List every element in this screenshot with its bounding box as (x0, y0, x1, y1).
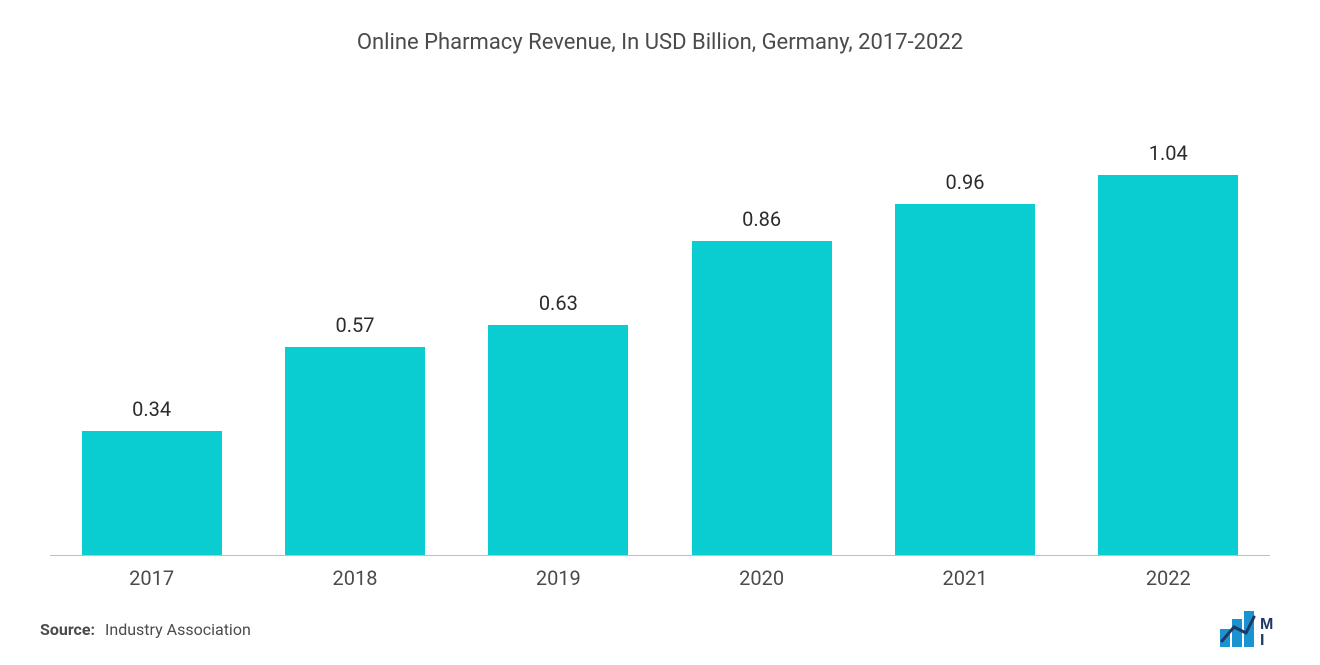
x-axis-label: 2019 (457, 566, 660, 590)
source-text: Industry Association (105, 620, 251, 639)
bar (285, 347, 425, 555)
x-axis-label: 2020 (660, 566, 863, 590)
bar-value-label: 1.04 (1149, 141, 1188, 165)
bar-group: 1.04 (1067, 95, 1270, 555)
source-attribution: Source: Industry Association (40, 620, 251, 639)
bar-group: 0.96 (863, 95, 1066, 555)
x-axis-label: 2018 (253, 566, 456, 590)
svg-text:M: M (1260, 616, 1273, 633)
plot-area: 0.34 0.57 0.63 0.86 0.96 1.04 (40, 95, 1280, 555)
mordor-logo-icon: M I (1220, 611, 1280, 647)
bar (895, 204, 1035, 555)
chart-title: Online Pharmacy Revenue, In USD Billion,… (40, 30, 1280, 55)
chart-container: Online Pharmacy Revenue, In USD Billion,… (0, 0, 1320, 665)
x-axis-label: 2022 (1067, 566, 1270, 590)
bar-group: 0.86 (660, 95, 863, 555)
bar (692, 241, 832, 555)
bar-value-label: 0.63 (539, 291, 578, 315)
bar-group: 0.34 (50, 95, 253, 555)
x-axis-label: 2021 (863, 566, 1066, 590)
source-prefix: Source: (40, 620, 95, 639)
bar (82, 431, 222, 555)
bar-value-label: 0.34 (132, 397, 171, 421)
bar-group: 0.63 (457, 95, 660, 555)
x-axis-label: 2017 (50, 566, 253, 590)
bar-value-label: 0.57 (335, 313, 374, 337)
chart-footer: Source: Industry Association M I (40, 611, 1280, 647)
svg-text:I: I (1260, 632, 1264, 647)
bar-value-label: 0.86 (742, 207, 781, 231)
bar-value-label: 0.96 (945, 170, 984, 194)
bar (1098, 175, 1238, 555)
bar-group: 0.57 (253, 95, 456, 555)
bar (488, 325, 628, 555)
x-axis-labels: 201720182019202020212022 (40, 556, 1280, 590)
